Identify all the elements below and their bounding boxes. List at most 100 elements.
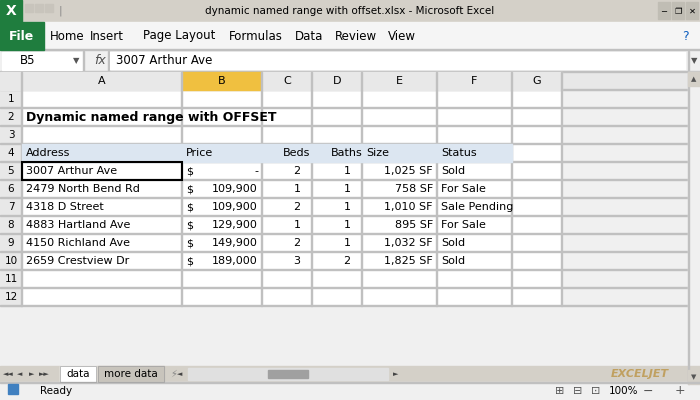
Text: ❐: ❐ bbox=[674, 6, 682, 16]
Text: 12: 12 bbox=[4, 292, 18, 302]
Bar bbox=[0, 143, 700, 144]
Bar bbox=[512, 216, 562, 234]
Bar bbox=[0, 270, 22, 288]
Bar bbox=[261, 270, 262, 288]
Bar bbox=[21, 90, 22, 108]
Bar bbox=[181, 270, 182, 288]
Bar bbox=[362, 90, 437, 108]
Text: 1,010 SF: 1,010 SF bbox=[384, 202, 433, 212]
Bar bbox=[181, 72, 182, 90]
Text: ▼: ▼ bbox=[692, 374, 696, 380]
Bar bbox=[0, 0, 700, 22]
Bar bbox=[511, 252, 512, 270]
Text: 189,000: 189,000 bbox=[212, 256, 258, 266]
Bar bbox=[188, 368, 388, 380]
Bar bbox=[361, 234, 362, 252]
Text: 1: 1 bbox=[344, 238, 351, 248]
Bar bbox=[436, 162, 437, 180]
Bar bbox=[437, 162, 512, 180]
Bar bbox=[182, 108, 262, 126]
Bar bbox=[0, 71, 700, 72]
Bar bbox=[0, 50, 700, 72]
Bar bbox=[561, 198, 562, 216]
Bar bbox=[437, 252, 512, 270]
Text: D: D bbox=[332, 76, 342, 86]
Text: B: B bbox=[218, 76, 226, 86]
Bar bbox=[512, 108, 562, 126]
Bar bbox=[181, 252, 182, 270]
Text: 2: 2 bbox=[293, 166, 300, 176]
Text: ⚡: ⚡ bbox=[171, 369, 177, 379]
Bar bbox=[436, 108, 437, 126]
Text: $: $ bbox=[186, 220, 193, 230]
Bar bbox=[311, 288, 312, 306]
Bar bbox=[268, 370, 308, 378]
Bar bbox=[262, 252, 312, 270]
Bar bbox=[0, 180, 22, 198]
Bar bbox=[21, 288, 22, 306]
Bar bbox=[262, 90, 312, 108]
Bar bbox=[311, 126, 312, 144]
Bar bbox=[436, 198, 437, 216]
Bar bbox=[362, 288, 437, 306]
Bar bbox=[0, 366, 700, 382]
Bar bbox=[181, 144, 182, 162]
Bar bbox=[361, 270, 362, 288]
Bar bbox=[437, 234, 512, 252]
Bar bbox=[311, 270, 312, 288]
Bar bbox=[437, 270, 512, 288]
Bar bbox=[436, 144, 437, 162]
Bar bbox=[98, 366, 164, 382]
Bar bbox=[361, 126, 362, 144]
Bar bbox=[362, 198, 437, 216]
Bar bbox=[262, 216, 312, 234]
Bar bbox=[436, 252, 437, 270]
Bar bbox=[688, 72, 689, 384]
Bar bbox=[21, 180, 22, 198]
Bar bbox=[511, 288, 512, 306]
Bar bbox=[0, 215, 700, 216]
Bar bbox=[437, 90, 512, 108]
Bar bbox=[262, 234, 312, 252]
Bar bbox=[512, 72, 562, 90]
Bar bbox=[561, 144, 562, 162]
Bar bbox=[22, 270, 182, 288]
Bar bbox=[312, 144, 362, 162]
Bar bbox=[361, 180, 362, 198]
Bar bbox=[182, 126, 262, 144]
Text: Beds: Beds bbox=[284, 148, 311, 158]
Text: C: C bbox=[283, 76, 291, 86]
Bar bbox=[361, 216, 362, 234]
Bar bbox=[511, 198, 512, 216]
Text: ▼: ▼ bbox=[73, 56, 79, 66]
Bar bbox=[688, 72, 700, 86]
Bar bbox=[25, 4, 33, 12]
Text: Ready: Ready bbox=[40, 386, 72, 396]
Bar bbox=[0, 179, 700, 180]
Bar bbox=[511, 144, 512, 162]
Bar bbox=[261, 144, 262, 162]
Text: Page Layout: Page Layout bbox=[143, 30, 216, 42]
Bar bbox=[22, 234, 182, 252]
Bar bbox=[311, 180, 312, 198]
Bar bbox=[311, 234, 312, 252]
Bar bbox=[262, 162, 312, 180]
Text: ◄: ◄ bbox=[18, 371, 22, 377]
Bar bbox=[261, 180, 262, 198]
Text: 1: 1 bbox=[293, 184, 300, 194]
Text: 1: 1 bbox=[344, 184, 351, 194]
Bar bbox=[22, 72, 182, 90]
Bar bbox=[361, 144, 362, 162]
Text: 7: 7 bbox=[8, 202, 14, 212]
Bar bbox=[561, 288, 562, 306]
Text: $: $ bbox=[186, 184, 193, 194]
Text: 1,025 SF: 1,025 SF bbox=[384, 166, 433, 176]
Bar bbox=[181, 90, 182, 108]
Bar bbox=[511, 234, 512, 252]
Bar bbox=[311, 90, 312, 108]
Bar bbox=[182, 252, 262, 270]
Bar bbox=[561, 270, 562, 288]
Text: 9: 9 bbox=[8, 238, 14, 248]
Text: EXCELJET: EXCELJET bbox=[611, 369, 669, 379]
Text: Status: Status bbox=[441, 148, 477, 158]
